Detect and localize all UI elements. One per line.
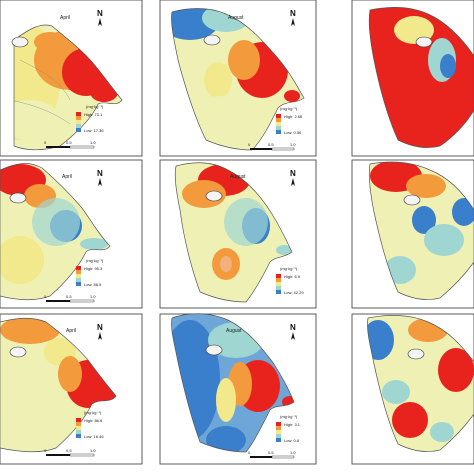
svg-text:N: N — [290, 169, 296, 178]
legend: (mg·kg⁻¹) High: 6.9 Low: 42.29 — [276, 266, 304, 295]
svg-text:0: 0 — [44, 294, 47, 299]
svg-text:0.5: 0.5 — [268, 450, 274, 455]
svg-text:(mg·kg⁻¹): (mg·kg⁻¹) — [280, 266, 298, 271]
north-arrow-icon: N — [97, 9, 103, 26]
svg-text:1.0: 1.0 — [290, 450, 296, 455]
svg-text:Low: 0.8: Low: 0.8 — [284, 438, 300, 443]
legend: (mg·kg⁻¹) High: 73.1 Low: 17.36 — [76, 104, 104, 133]
legend: (mg·kg⁻¹) High: 2.66 Low: 0.56 — [276, 106, 303, 135]
svg-text:(mg·kg⁻¹): (mg·kg⁻¹) — [86, 258, 104, 263]
panel-month-label: April — [62, 174, 72, 180]
scale-bar: 0 0.5 1.0 — [44, 294, 96, 303]
svg-text:(mg·kg⁻¹): (mg·kg⁻¹) — [280, 106, 298, 111]
svg-text:Low: 17.36: Low: 17.36 — [84, 128, 104, 133]
lake-icon — [9, 346, 27, 358]
svg-text:N: N — [290, 323, 296, 332]
panel-month-label: April — [60, 15, 70, 21]
svg-text:High: 3.1: High: 3.1 — [284, 422, 301, 427]
svg-text:(mg·kg⁻¹): (mg·kg⁻¹) — [280, 414, 298, 419]
svg-text:Low: 86.5: Low: 86.5 — [84, 282, 102, 287]
svg-text:N: N — [290, 9, 296, 18]
north-arrow-icon: N — [290, 9, 296, 26]
svg-text:High: 2.66: High: 2.66 — [284, 114, 303, 119]
north-arrow-icon: N — [290, 323, 296, 340]
scale-bar: 0 0.5 1.0 — [44, 140, 96, 149]
legend: (mg·kg⁻¹) High: 95.3 Low: 86.5 — [76, 258, 104, 287]
lake-icon — [203, 34, 221, 46]
svg-text:High: 86.6: High: 86.6 — [84, 418, 103, 423]
lake-icon — [11, 36, 29, 48]
legend: (mg·kg⁻¹) High: 86.6 Low: 16.46 — [76, 410, 104, 439]
svg-text:(mg·kg⁻¹): (mg·kg⁻¹) — [86, 104, 104, 109]
svg-text:High: 73.1: High: 73.1 — [84, 112, 103, 117]
scale-bar: 0 0.5 1.0 — [248, 450, 296, 459]
svg-text:Low: 42.29: Low: 42.29 — [284, 290, 304, 295]
scale-bar: 0 0.5 1.0 — [44, 448, 96, 457]
legend: (mg·kg⁻¹) High: 3.1 Low: 0.8 — [276, 414, 301, 443]
svg-text:High: 95.3: High: 95.3 — [84, 266, 103, 271]
svg-text:N: N — [97, 323, 103, 332]
svg-text:Low: 0.56: Low: 0.56 — [284, 130, 302, 135]
svg-text:0.5: 0.5 — [268, 142, 274, 147]
svg-text:(mg·kg⁻¹): (mg·kg⁻¹) — [84, 410, 102, 415]
svg-text:0.5: 0.5 — [66, 140, 72, 145]
svg-text:0: 0 — [44, 140, 47, 145]
panel-month-label: August — [230, 174, 246, 180]
svg-text:0: 0 — [44, 448, 47, 453]
svg-text:0: 0 — [248, 450, 251, 455]
north-arrow-icon: N — [97, 323, 103, 340]
north-arrow-icon: N — [97, 169, 103, 186]
panel-month-label: August — [226, 328, 242, 334]
lake-icon — [205, 190, 223, 202]
svg-text:1.0: 1.0 — [90, 140, 96, 145]
lake-icon — [415, 36, 433, 48]
svg-text:Low: 16.46: Low: 16.46 — [84, 434, 104, 439]
svg-text:0.5: 0.5 — [66, 448, 72, 453]
svg-text:N: N — [97, 169, 103, 178]
svg-text:1.0: 1.0 — [290, 142, 296, 147]
svg-text:0.5: 0.5 — [66, 294, 72, 299]
lake-icon — [205, 344, 223, 356]
svg-text:0: 0 — [248, 142, 251, 147]
svg-text:High: 6.9: High: 6.9 — [284, 274, 301, 279]
scale-bar: 0 0.5 1.0 — [248, 142, 296, 151]
svg-text:N: N — [97, 9, 103, 18]
north-arrow-icon: N — [290, 169, 296, 186]
lake-icon — [9, 192, 27, 204]
svg-text:1.0: 1.0 — [90, 448, 96, 453]
panel-month-label: April — [66, 328, 76, 334]
lake-icon — [407, 348, 425, 360]
svg-text:1.0: 1.0 — [90, 294, 96, 299]
lake-icon — [403, 194, 421, 206]
panel-month-label: August — [228, 15, 244, 21]
